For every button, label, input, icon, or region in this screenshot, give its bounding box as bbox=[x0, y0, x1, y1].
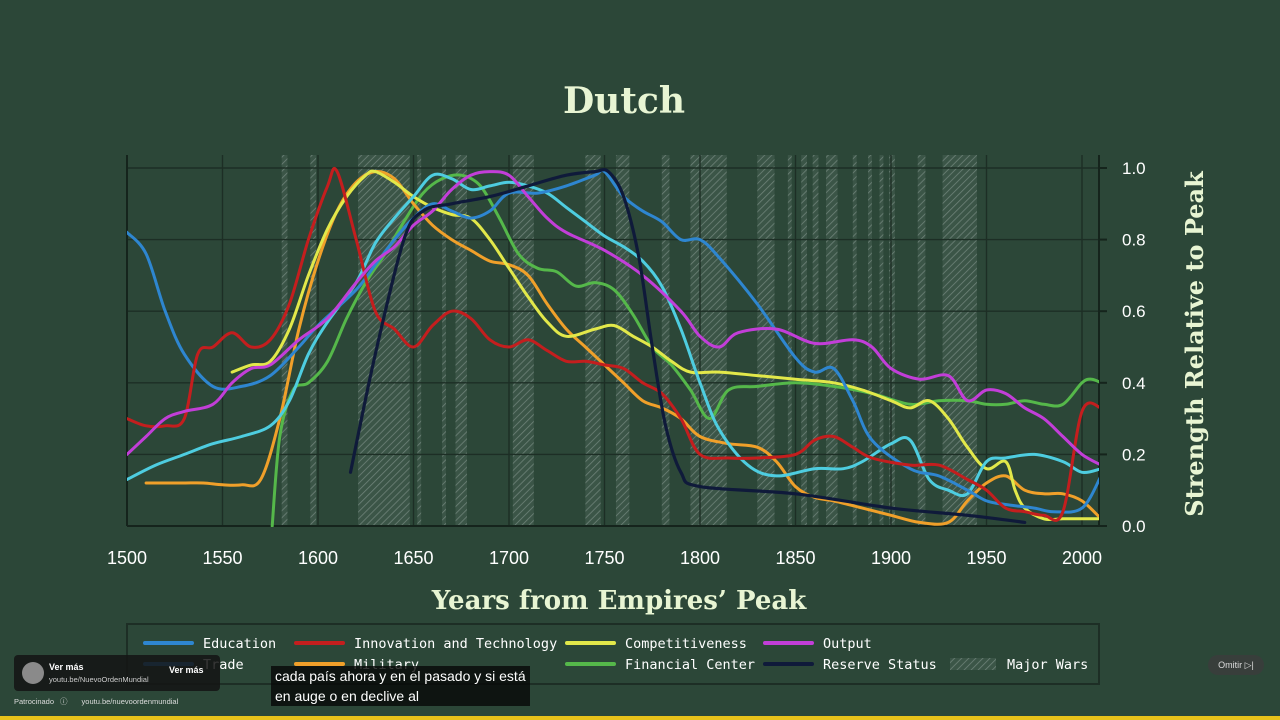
subtitle-caption: cada país ahora y en el pasado y si está… bbox=[271, 666, 530, 706]
series-line-competitiveness bbox=[230, 169, 1099, 522]
y-tick-label: 0.2 bbox=[1122, 445, 1146, 464]
legend-label-innovation-and-technology: Innovation and Technology bbox=[354, 636, 557, 652]
x-tick-label: 1700 bbox=[489, 548, 529, 568]
series-line-output bbox=[127, 170, 1099, 466]
sponsor-footer: Patrocinado ⓘ youtu.be/nuevoordenmundial bbox=[14, 696, 192, 707]
y-tick-label: 0.6 bbox=[1122, 302, 1146, 321]
x-axis-label: Years from Empires’ Peak bbox=[431, 586, 807, 616]
see-more-button[interactable]: Ver más bbox=[169, 665, 204, 675]
legend-label-reserve-status: Reserve Status bbox=[823, 657, 937, 673]
war-band-11 bbox=[757, 155, 775, 526]
y-tick-labels: 0.0 0.2 0.4 0.6 0.8 1.0 bbox=[1122, 159, 1146, 536]
series-line-reserve-status bbox=[348, 168, 1027, 524]
x-tick-label: 1550 bbox=[202, 548, 242, 568]
legend-swatch-major-wars bbox=[950, 658, 996, 670]
legend: Education Innovation and Technology Compet… bbox=[126, 623, 1100, 685]
skip-ad-button[interactable]: Omitir ▷| bbox=[1208, 655, 1264, 675]
skip-label: Omitir bbox=[1218, 660, 1243, 670]
avatar bbox=[22, 662, 44, 684]
y-tick-label: 1.0 bbox=[1122, 159, 1146, 178]
war-band-17 bbox=[868, 155, 872, 526]
war-band-15 bbox=[826, 155, 838, 526]
y-tick-label: 0.0 bbox=[1122, 517, 1146, 536]
war-band-19 bbox=[889, 155, 895, 526]
sponsor-footer-url[interactable]: youtu.be/nuevoordenmundial bbox=[81, 697, 179, 706]
series-line-financial-center bbox=[270, 173, 1099, 527]
legend-label-output: Output bbox=[823, 636, 872, 652]
legend-label-competitiveness: Competitiveness bbox=[625, 636, 747, 652]
grid-lines bbox=[126, 155, 1099, 527]
war-band-12 bbox=[787, 155, 792, 526]
sponsor-title: Ver más bbox=[49, 662, 84, 672]
war-band-21 bbox=[942, 155, 977, 526]
war-band-4 bbox=[442, 155, 446, 526]
x-tick-label: 1950 bbox=[966, 548, 1006, 568]
series-line-education bbox=[127, 168, 1099, 514]
series-line-trade bbox=[127, 172, 1099, 498]
war-band-7 bbox=[585, 155, 601, 526]
y-tick-label: 0.4 bbox=[1122, 374, 1146, 393]
series-lines bbox=[127, 166, 1099, 527]
x-tick-label: 2000 bbox=[1062, 548, 1102, 568]
caption-line-1: cada país ahora y en el pasado y si está bbox=[275, 668, 526, 684]
legend-label-major-wars: Major Wars bbox=[1007, 657, 1088, 673]
war-band-18 bbox=[879, 155, 884, 526]
war-band-20 bbox=[917, 155, 926, 526]
video-progress-bar[interactable] bbox=[0, 716, 1280, 720]
war-band-14 bbox=[812, 155, 819, 526]
war-band-10 bbox=[690, 155, 727, 526]
y-tick-label: 0.8 bbox=[1122, 231, 1146, 250]
y-axis-label: Strength Relative to Peak bbox=[1180, 170, 1209, 517]
x-tick-label: 1500 bbox=[107, 548, 147, 568]
skip-next-icon: ▷| bbox=[1244, 660, 1254, 670]
x-tick-label: 1650 bbox=[393, 548, 433, 568]
chart-title: Dutch bbox=[563, 80, 685, 122]
war-band-9 bbox=[661, 155, 670, 526]
sponsored-label: Patrocinado bbox=[14, 697, 55, 706]
war-band-1 bbox=[310, 155, 317, 526]
legend-box bbox=[126, 623, 1100, 685]
x-tick-label: 1800 bbox=[680, 548, 720, 568]
info-icon[interactable]: ⓘ bbox=[60, 697, 68, 706]
caption-line-2: en auge o en declive al bbox=[275, 688, 419, 704]
x-tick-labels: 1500 1550 1600 1650 1700 1750 1800 1850 1900 1950… bbox=[107, 548, 1102, 568]
war-band-5 bbox=[455, 155, 467, 526]
x-tick-label: 1750 bbox=[584, 548, 624, 568]
x-tick-label: 1850 bbox=[775, 548, 815, 568]
sponsor-url: youtu.be/NuevoOrdenMundial bbox=[49, 675, 149, 684]
sponsor-card[interactable]: Ver más youtu.be/NuevoOrdenMundial Ver m… bbox=[14, 655, 220, 691]
x-tick-label: 1600 bbox=[298, 548, 338, 568]
axes bbox=[126, 155, 1107, 527]
x-tick-label: 1900 bbox=[871, 548, 911, 568]
war-band-2 bbox=[358, 155, 410, 526]
major-wars-bands bbox=[281, 155, 977, 526]
series-line-innovation-and-technology bbox=[127, 166, 1099, 522]
war-band-3 bbox=[417, 155, 422, 526]
legend-label-financial-center: Financial Center bbox=[625, 657, 755, 673]
legend-label-education: Education bbox=[203, 636, 276, 652]
